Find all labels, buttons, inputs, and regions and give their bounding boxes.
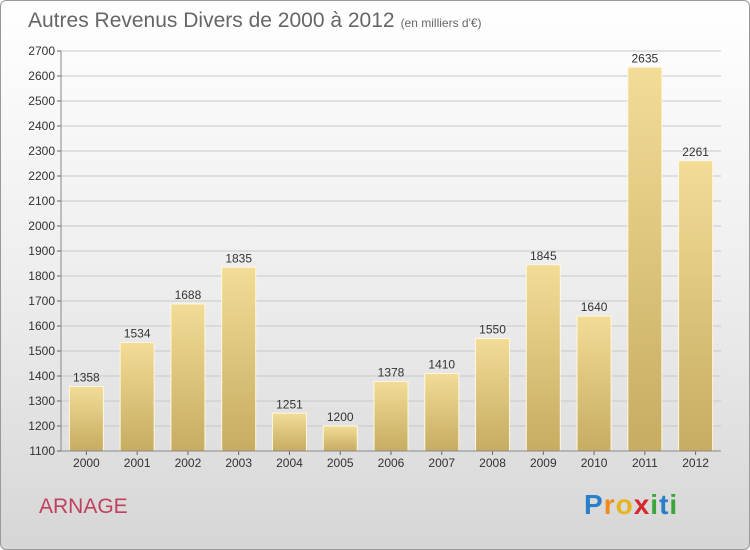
data-label-2009: 1845 bbox=[530, 249, 557, 263]
logo-letter: x bbox=[633, 489, 651, 520]
y-tick-label: 1900 bbox=[28, 244, 55, 258]
bar-2004[interactable] bbox=[271, 412, 307, 452]
y-tick-label: 2500 bbox=[28, 94, 55, 108]
y-tick-label: 1800 bbox=[28, 269, 55, 283]
bar-2003[interactable] bbox=[221, 266, 257, 452]
x-tick-label: 2011 bbox=[632, 456, 658, 470]
bar-2012[interactable] bbox=[678, 160, 714, 452]
y-tick-label: 1100 bbox=[29, 444, 55, 458]
logo-letter: o bbox=[615, 489, 634, 520]
x-tick-label: 2002 bbox=[175, 456, 202, 470]
bar-2006[interactable] bbox=[373, 381, 409, 452]
y-tick-label: 1200 bbox=[28, 419, 55, 433]
data-label-2008: 1550 bbox=[479, 323, 506, 337]
y-tick-label: 2200 bbox=[28, 169, 55, 183]
data-label-2012: 2261 bbox=[682, 145, 709, 159]
bar-2008[interactable] bbox=[475, 338, 511, 452]
chart-title: Autres Revenus Divers de 2000 à 2012 (en … bbox=[28, 9, 482, 33]
bars bbox=[68, 66, 714, 452]
bar-2005[interactable] bbox=[322, 425, 358, 452]
x-tick-label: 2005 bbox=[327, 456, 354, 470]
bar-2000[interactable] bbox=[68, 386, 104, 452]
logo-letter: i bbox=[669, 489, 679, 520]
y-tick-label: 1600 bbox=[28, 319, 55, 333]
y-tick-label: 2000 bbox=[28, 219, 55, 233]
data-label-2003: 1835 bbox=[225, 251, 252, 265]
data-label-2010: 1640 bbox=[581, 300, 608, 314]
chart-subtitle: (en milliers d'€) bbox=[400, 16, 482, 30]
bar-2010[interactable] bbox=[576, 315, 612, 452]
data-label-2002: 1688 bbox=[175, 288, 202, 302]
y-tick-label: 1700 bbox=[28, 294, 55, 308]
y-tick-label: 2600 bbox=[28, 69, 55, 83]
x-tick-label: 2001 bbox=[124, 456, 151, 470]
data-label-2006: 1378 bbox=[378, 366, 405, 380]
data-label-2000: 1358 bbox=[73, 371, 100, 385]
y-tick-label: 2100 bbox=[28, 194, 55, 208]
y-tick-label: 2700 bbox=[28, 44, 55, 58]
logo-letter: r bbox=[603, 489, 616, 520]
x-tick-label: 2000 bbox=[73, 456, 100, 470]
chart-title-text: Autres Revenus Divers de 2000 à 2012 bbox=[28, 9, 395, 32]
x-axis: 2000 2001 2002 2003 2004 2005 2006 2007 2008 2009… bbox=[61, 450, 721, 470]
y-tick-label: 2400 bbox=[28, 119, 55, 133]
y-tick-label: 1500 bbox=[28, 344, 55, 358]
y-axis: 1100 1200 1300 1400 1500 1600 1700 1800 1900 2000… bbox=[28, 44, 62, 458]
proxiti-logo[interactable]: Proxiti bbox=[584, 489, 678, 521]
data-label-2004: 1251 bbox=[276, 397, 303, 411]
x-tick-label: 2003 bbox=[225, 456, 252, 470]
bar-2002[interactable] bbox=[170, 303, 206, 452]
x-tick-label: 2004 bbox=[276, 456, 303, 470]
x-tick-label: 2009 bbox=[530, 456, 557, 470]
x-tick-label: 2006 bbox=[378, 456, 405, 470]
bar-2009[interactable] bbox=[525, 264, 561, 452]
x-tick-label: 2007 bbox=[428, 456, 455, 470]
data-label-2001: 1534 bbox=[124, 327, 151, 341]
x-tick-label: 2012 bbox=[682, 456, 709, 470]
bar-2001[interactable] bbox=[119, 342, 155, 452]
logo-letter: t bbox=[659, 489, 670, 520]
y-tick-label: 1300 bbox=[28, 394, 55, 408]
logo-letter: P bbox=[584, 489, 604, 520]
y-tick-label: 1400 bbox=[28, 369, 55, 383]
logo-letter: i bbox=[650, 489, 660, 520]
data-label-2007: 1410 bbox=[428, 358, 455, 372]
x-tick-label: 2008 bbox=[479, 456, 506, 470]
data-labels: 1358 1534 1688 1835 1251 1200 1378 1410 1550 1845… bbox=[73, 51, 709, 424]
data-label-2011: 2635 bbox=[631, 51, 658, 65]
place-name: ARNAGE bbox=[39, 495, 128, 518]
y-tick-label: 2300 bbox=[28, 144, 55, 158]
bar-2007[interactable] bbox=[424, 373, 460, 452]
data-label-2005: 1200 bbox=[327, 410, 354, 424]
bar-2011[interactable] bbox=[627, 66, 663, 452]
x-tick-label: 2010 bbox=[581, 456, 608, 470]
